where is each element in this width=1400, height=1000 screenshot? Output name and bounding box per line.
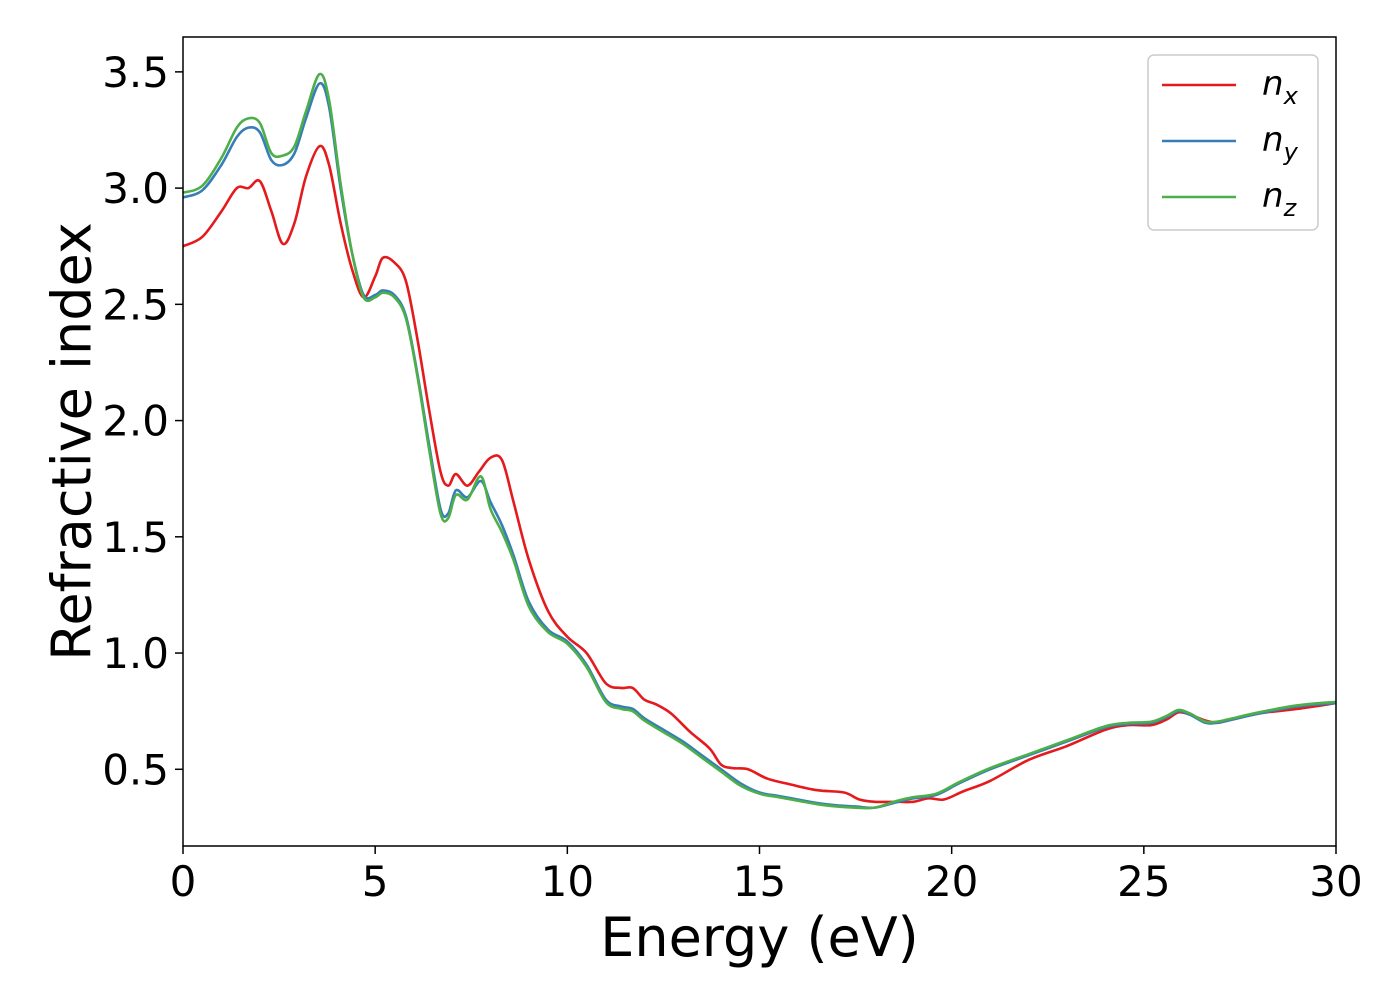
legend-label: nz — [1262, 176, 1298, 222]
legend-item-nx: nx — [1162, 64, 1299, 110]
legend-label: nx — [1262, 64, 1299, 110]
y-tick-label: 3.0 — [102, 164, 169, 213]
y-axis-ticks: 0.5 1.0 1.5 2.0 2.5 3.0 3.5 — [102, 48, 183, 794]
legend-item-nz: nz — [1162, 176, 1298, 222]
y-tick-label: 3.5 — [102, 48, 169, 97]
legend: nx ny nz — [1147, 54, 1319, 231]
legend-label: ny — [1262, 120, 1299, 166]
x-tick-label: 25 — [1117, 857, 1170, 906]
series-layer — [183, 72, 1336, 810]
x-axis-ticks: 0 5 10 15 20 25 30 — [170, 846, 1363, 906]
x-tick-label: 20 — [925, 857, 978, 906]
series-line-nx — [183, 144, 1336, 804]
x-tick-label: 15 — [733, 857, 786, 906]
x-tick-label: 10 — [541, 857, 594, 906]
y-tick-label: 2.0 — [102, 397, 169, 446]
x-tick-label: 0 — [170, 857, 197, 906]
y-tick-label: 1.5 — [102, 513, 169, 562]
y-tick-label: 0.5 — [102, 745, 169, 794]
x-axis-label: Energy (eV) — [600, 906, 919, 969]
y-axis-label: Refractive index — [41, 222, 104, 661]
legend-box — [1147, 54, 1319, 231]
y-tick-label: 2.5 — [102, 280, 169, 329]
y-tick-label: 1.0 — [102, 629, 169, 678]
x-tick-label: 5 — [362, 857, 389, 906]
x-tick-label: 30 — [1309, 857, 1362, 906]
series-line-nz — [183, 72, 1336, 810]
legend-item-ny: ny — [1162, 120, 1299, 166]
